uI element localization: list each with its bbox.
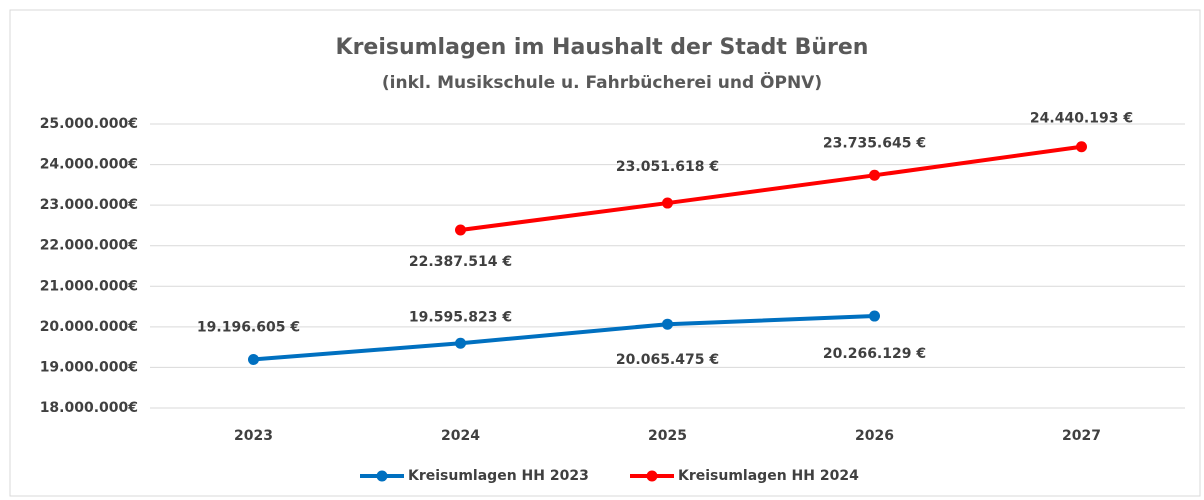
y-tick-label: 21.000.000€ <box>40 278 138 294</box>
x-tick-label: 2025 <box>648 428 687 444</box>
y-tick-label: 19.000.000€ <box>40 359 138 375</box>
point <box>455 337 466 349</box>
data-label: 20.266.129 € <box>823 346 926 362</box>
point <box>662 318 673 330</box>
y-tick-label: 24.000.000€ <box>40 157 138 173</box>
x-tick-label: 2027 <box>1062 428 1101 444</box>
data-label: 23.051.618 € <box>616 159 719 175</box>
point <box>1076 141 1087 153</box>
y-tick-label: 22.000.000€ <box>40 238 138 254</box>
point <box>248 353 259 365</box>
legend-marker <box>646 470 658 482</box>
y-tick-label: 25.000.000€ <box>40 116 138 132</box>
data-label: 22.387.514 € <box>409 254 512 270</box>
data-label: 19.595.823 € <box>409 309 512 325</box>
series-line <box>251 314 877 362</box>
chart-subtitle: (inkl. Musikschule u. Fahrbücherei und Ö… <box>382 71 822 93</box>
x-tick-label: 2024 <box>441 428 480 444</box>
data-label: 23.735.645 € <box>823 135 926 151</box>
point <box>662 197 673 209</box>
series-line <box>458 144 1084 232</box>
point <box>869 310 880 322</box>
chart-frame <box>9 9 1201 497</box>
point <box>455 224 466 236</box>
data-label: 24.440.193 € <box>1030 111 1133 127</box>
legend-label: Kreisumlagen HH 2024 <box>678 468 859 484</box>
legend-marker <box>376 470 388 482</box>
y-tick-label: 18.000.000€ <box>40 400 138 416</box>
x-tick-label: 2023 <box>234 428 273 444</box>
chart-title: Kreisumlagen im Haushalt der Stadt Büren <box>336 35 869 60</box>
point <box>869 169 880 181</box>
y-tick-label: 20.000.000€ <box>40 319 138 335</box>
x-tick-label: 2026 <box>855 428 894 444</box>
data-label: 19.196.605 € <box>197 319 300 335</box>
legend-label: Kreisumlagen HH 2023 <box>408 468 589 484</box>
data-label: 20.065.475 € <box>616 352 719 368</box>
y-tick-label: 23.000.000€ <box>40 197 138 213</box>
